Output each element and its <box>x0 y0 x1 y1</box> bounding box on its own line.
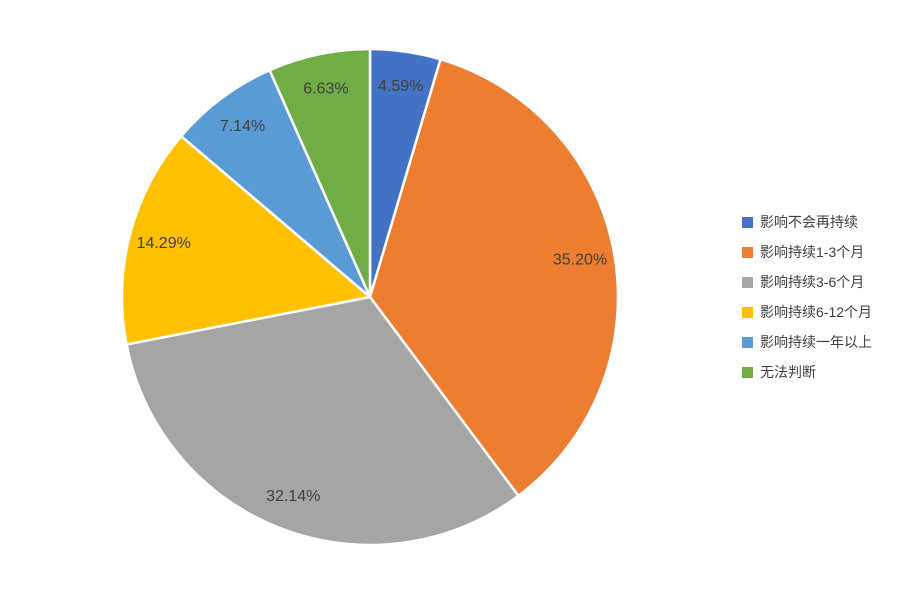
legend-item-6[interactable]: 无法判断 <box>742 357 872 387</box>
legend-item-label: 影响持续3-6个月 <box>760 274 865 290</box>
legend-item-3[interactable]: 影响持续3-6个月 <box>742 267 872 297</box>
legend-swatch-icon <box>742 276 753 288</box>
legend-swatch-icon <box>742 216 753 228</box>
legend-item-label: 无法判断 <box>760 364 816 380</box>
slice-data-label-6: 6.63% <box>303 80 348 97</box>
slice-data-label-2: 35.20% <box>553 252 607 269</box>
slice-data-label-5: 7.14% <box>220 118 265 135</box>
pie-slice-2[interactable] <box>368 57 620 497</box>
legend: 影响不会再持续 影响持续1-3个月 影响持续3-6个月 影响持续6-12个月 影… <box>742 207 872 387</box>
pie-slice-5[interactable] <box>179 68 372 299</box>
slice-data-label-3: 32.14% <box>266 488 320 505</box>
legend-item-label: 影响持续1-3个月 <box>760 244 865 260</box>
legend-item-5[interactable]: 影响持续一年以上 <box>742 327 872 357</box>
legend-item-label: 影响不会再持续 <box>760 214 858 230</box>
pie-slice-4[interactable] <box>120 134 372 346</box>
slice-data-label-1: 4.59% <box>378 78 423 95</box>
legend-item-label: 影响持续一年以上 <box>760 334 872 350</box>
pie-slice-3[interactable] <box>125 295 520 547</box>
slice-data-label-4: 14.29% <box>137 235 191 252</box>
legend-item-2[interactable]: 影响持续1-3个月 <box>742 237 872 267</box>
legend-swatch-icon <box>742 246 753 258</box>
legend-item-label: 影响持续6-12个月 <box>760 304 873 320</box>
legend-item-1[interactable]: 影响不会再持续 <box>742 207 872 237</box>
legend-swatch-icon <box>742 306 753 318</box>
legend-item-4[interactable]: 影响持续6-12个月 <box>742 297 872 327</box>
legend-swatch-icon <box>742 366 753 378</box>
pie-slice-6[interactable] <box>268 47 372 299</box>
legend-swatch-icon <box>742 336 753 348</box>
